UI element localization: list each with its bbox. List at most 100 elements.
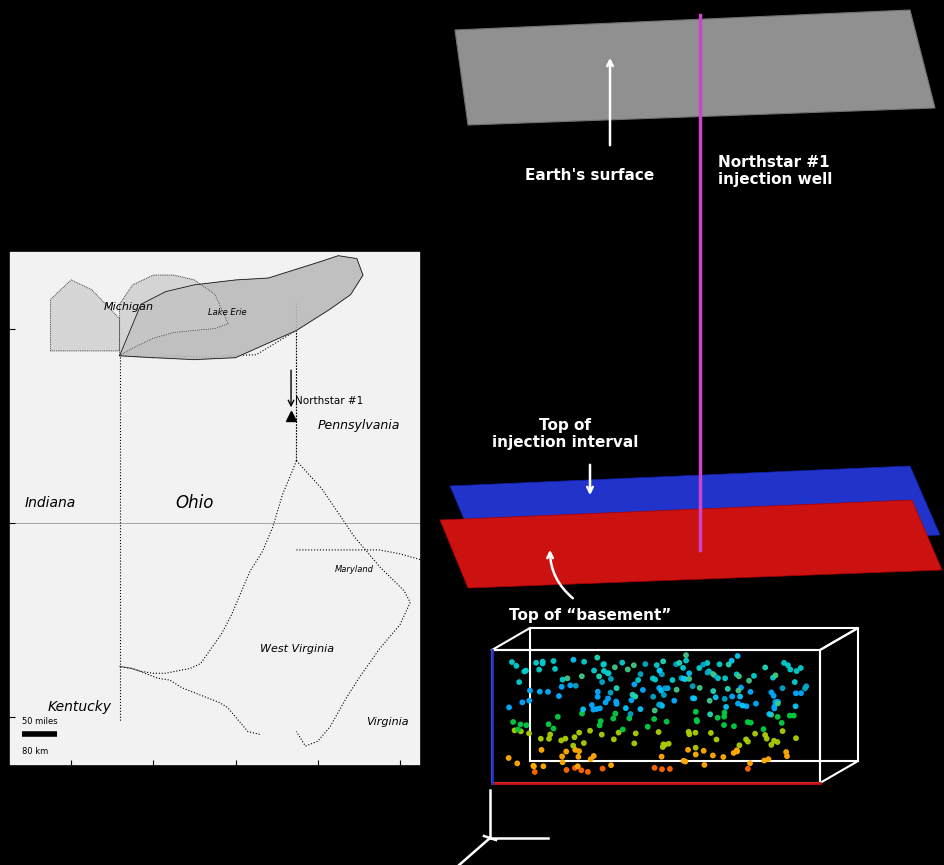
Point xyxy=(632,667,648,681)
Point xyxy=(766,702,781,715)
Point xyxy=(739,762,754,776)
Point xyxy=(696,744,711,758)
Point xyxy=(760,753,775,766)
Point xyxy=(657,682,672,695)
Point xyxy=(776,656,791,670)
Point xyxy=(622,707,637,721)
Point xyxy=(765,670,780,684)
Point xyxy=(649,658,664,672)
Point xyxy=(617,702,632,715)
Point xyxy=(565,653,581,667)
Point xyxy=(739,715,754,729)
Point xyxy=(763,685,778,699)
Point xyxy=(651,663,666,677)
Point xyxy=(535,759,550,773)
Point xyxy=(767,695,782,709)
Point xyxy=(708,733,723,746)
Point xyxy=(691,661,706,675)
Point xyxy=(742,756,757,770)
Point xyxy=(717,700,733,714)
Point xyxy=(585,702,600,716)
Point xyxy=(647,703,662,717)
Point xyxy=(687,740,702,754)
Point xyxy=(769,710,784,724)
Point xyxy=(681,727,696,741)
Text: Top of
injection interval: Top of injection interval xyxy=(491,418,637,450)
Point xyxy=(628,727,643,740)
Point xyxy=(719,682,734,695)
Polygon shape xyxy=(454,10,934,125)
Point xyxy=(615,722,630,736)
Point xyxy=(733,681,748,695)
Point xyxy=(688,713,703,727)
Point xyxy=(769,695,784,708)
Point xyxy=(541,732,556,746)
Point xyxy=(766,700,781,714)
Text: Kentucky: Kentucky xyxy=(47,701,111,714)
Point xyxy=(624,688,639,702)
Point xyxy=(603,759,618,772)
Point xyxy=(761,707,776,721)
Point xyxy=(595,762,610,776)
Point xyxy=(786,676,801,689)
Point xyxy=(542,727,557,741)
Point xyxy=(769,696,784,710)
Point xyxy=(774,724,789,738)
Point xyxy=(666,694,682,708)
Point xyxy=(710,671,725,685)
Point xyxy=(632,702,648,716)
Text: 50 miles: 50 miles xyxy=(22,717,58,726)
Point xyxy=(707,690,722,704)
Point xyxy=(598,695,613,709)
Point xyxy=(652,697,667,711)
Point xyxy=(526,759,541,773)
Point xyxy=(700,664,716,678)
Point xyxy=(532,732,548,746)
Point xyxy=(654,699,669,713)
Point xyxy=(725,746,740,759)
Point xyxy=(746,669,761,682)
Point xyxy=(730,683,745,697)
Point xyxy=(608,695,623,708)
Point xyxy=(654,762,669,776)
Point xyxy=(549,710,565,724)
Point xyxy=(528,656,543,670)
Point xyxy=(596,664,611,678)
Point xyxy=(511,676,526,689)
Point xyxy=(600,666,615,680)
Point xyxy=(657,738,672,752)
Point xyxy=(681,725,696,739)
Point xyxy=(605,712,620,726)
Point xyxy=(766,734,781,747)
Point xyxy=(675,661,690,675)
Point xyxy=(518,718,533,732)
Point xyxy=(755,722,770,736)
Point xyxy=(758,732,773,746)
Point xyxy=(788,664,803,678)
Point xyxy=(787,731,802,745)
Point xyxy=(580,765,595,778)
Point xyxy=(508,659,523,673)
Point xyxy=(575,702,590,716)
Point xyxy=(766,689,781,702)
Point xyxy=(531,685,547,699)
Point xyxy=(602,686,617,700)
Point xyxy=(592,702,607,715)
Point xyxy=(654,740,669,754)
Point xyxy=(704,667,719,681)
Point xyxy=(500,751,515,765)
Point xyxy=(677,754,692,768)
Point xyxy=(655,655,670,669)
Point xyxy=(585,749,600,763)
Point xyxy=(687,726,702,740)
Point xyxy=(576,736,591,750)
Point xyxy=(534,655,549,669)
Point xyxy=(505,715,520,729)
Point xyxy=(608,697,623,711)
Point xyxy=(510,722,525,736)
Point xyxy=(702,726,717,740)
Point xyxy=(553,680,568,694)
Point xyxy=(797,682,812,695)
Point xyxy=(559,671,574,685)
Point xyxy=(558,745,573,759)
